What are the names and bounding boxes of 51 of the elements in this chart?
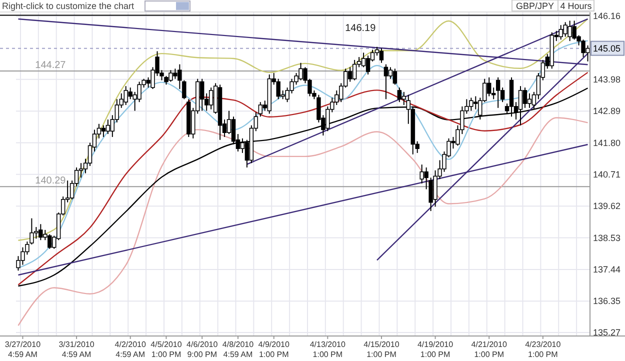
candlestick — [352, 59, 357, 81]
candlestick — [182, 80, 186, 100]
line-series — [18, 40, 588, 269]
candlestick — [496, 76, 500, 108]
candlestick — [397, 87, 402, 103]
ref-line-label: 145.05 — [593, 43, 621, 54]
candlestick — [402, 91, 406, 106]
candlestick — [101, 124, 106, 138]
x-tick-label: 4/23/2010 1:00 PM — [525, 340, 562, 359]
text: Right-click to customize the chart — [2, 1, 135, 11]
chart-title: GBP/JPY — [516, 1, 554, 11]
x-tick-label: 3/27/2010 4:59 AM — [4, 340, 42, 359]
x-tick-label: 4/19/2010 1:00 PM — [417, 340, 454, 359]
x-tick-label: 4/5/2010 1:00 PM — [150, 340, 182, 359]
ref-line-label: 144.27 — [35, 60, 66, 71]
x-tick-label: 4/2/2010 4:59 AM — [114, 340, 146, 359]
candlestick — [392, 68, 398, 86]
x-tick-label: 4/13/2010 1:00 PM — [310, 340, 346, 359]
x-tick-label: 4/21/2010 1:00 PM — [471, 340, 508, 359]
candlestick — [527, 92, 532, 108]
x-tick-label: 4/15/2010 1:00 PM — [364, 340, 400, 359]
candlestick — [379, 48, 384, 64]
y-tick-label: 139.62 — [593, 201, 621, 212]
y-tick-label: 137.44 — [593, 264, 621, 274]
y-tick-label: 143.98 — [593, 74, 621, 84]
candlestick — [231, 116, 236, 145]
candlestick — [366, 55, 370, 75]
candlestick — [106, 119, 110, 135]
candlestick — [388, 66, 393, 80]
y-tick-label: 141.80 — [593, 138, 621, 148]
x-tick-label: 3/31/2010 4:59 AM — [58, 340, 95, 359]
x-tick-label: 4/9/2010 1:00 PM — [258, 340, 290, 359]
candlestick — [384, 64, 388, 100]
y-tick-label: 138.53 — [593, 232, 621, 243]
x-tick-label: 4/6/2010 9:00 PM — [186, 340, 218, 359]
candlestick — [208, 87, 214, 110]
y-tick-label: 140.71 — [593, 169, 621, 180]
candlestick — [361, 52, 366, 68]
line-series — [18, 18, 588, 241]
ref-line-label: 146.19 — [345, 23, 376, 34]
candlestick — [348, 66, 352, 82]
y-tick-label: 146.16 — [593, 11, 621, 22]
y-tick-label: 142.89 — [593, 106, 621, 116]
y-tick-label: 136.35 — [593, 296, 621, 306]
ref-line-label: 140.29 — [35, 176, 66, 187]
line-series — [18, 117, 588, 326]
candlestick — [491, 87, 496, 100]
y-tick-label: 135.27 — [593, 328, 621, 338]
chart-subtitle: 4 Hours — [560, 1, 592, 11]
candlestick — [522, 87, 528, 108]
x-tick-label: 4/8/2010 4:59 AM — [222, 340, 254, 359]
